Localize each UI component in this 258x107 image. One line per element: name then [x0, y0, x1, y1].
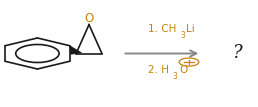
Text: ?: ? [232, 45, 242, 62]
Text: 3: 3 [180, 31, 185, 40]
Text: O: O [84, 12, 94, 25]
Text: 3: 3 [173, 72, 178, 81]
Text: O: O [179, 65, 187, 75]
Text: Li: Li [186, 24, 195, 34]
Polygon shape [70, 46, 82, 54]
Text: 1. CH: 1. CH [148, 24, 176, 34]
Text: 2. H: 2. H [148, 65, 169, 75]
